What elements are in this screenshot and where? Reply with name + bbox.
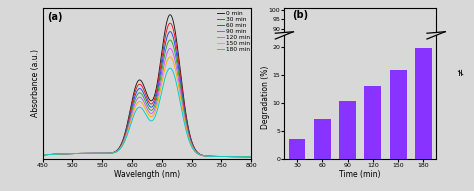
Bar [314,119,331,159]
Legend: 0 min, 30 min, 60 min, 90 min, 120 min, 150 min, 180 min: 0 min, 30 min, 60 min, 90 min, 120 min, … [217,11,250,53]
90 min [61,153,67,155]
180 min [248,156,254,158]
Bar [339,101,356,159]
Text: (a): (a) [47,12,63,22]
180 min [167,67,173,69]
90 min [203,155,209,157]
150 min [40,154,46,156]
150 min [248,156,254,158]
0 min [132,89,137,91]
180 min [206,155,212,157]
X-axis label: Wavelength (nm): Wavelength (nm) [114,171,180,180]
Y-axis label: Degradation (%): Degradation (%) [261,65,270,129]
0 min [40,154,46,156]
150 min [167,56,173,58]
60 min [40,154,46,156]
90 min [40,154,46,156]
30 min [167,22,173,24]
150 min [61,153,67,155]
Bar [415,48,432,159]
0 min [206,155,212,157]
60 min [183,119,189,121]
60 min [132,96,137,99]
90 min [132,100,137,102]
30 min [248,156,254,158]
X-axis label: Time (min): Time (min) [339,171,381,180]
30 min [124,126,130,128]
120 min [132,104,137,106]
Line: 120 min: 120 min [43,49,251,157]
Line: 90 min: 90 min [43,40,251,157]
150 min [132,108,137,110]
180 min [40,154,46,156]
150 min [124,132,130,135]
0 min [248,156,254,158]
60 min [61,153,67,155]
180 min [124,134,130,137]
120 min [40,154,46,156]
150 min [203,155,209,157]
Bar [365,86,381,159]
Line: 150 min: 150 min [43,57,251,157]
Y-axis label: Absorbance (a.u.): Absorbance (a.u.) [31,49,40,117]
180 min [61,153,67,155]
0 min [124,124,130,126]
90 min [167,39,173,41]
120 min [206,155,212,157]
30 min [206,155,212,157]
90 min [124,129,130,131]
0 min [61,153,67,155]
60 min [167,31,173,33]
Bar [289,139,305,159]
90 min [183,121,189,123]
Line: 0 min: 0 min [43,15,251,157]
30 min [40,154,46,156]
Line: 180 min: 180 min [43,68,251,157]
120 min [124,131,130,133]
30 min [132,93,137,95]
60 min [206,155,212,157]
30 min [183,116,189,118]
0 min [183,114,189,116]
60 min [124,127,130,130]
90 min [206,155,212,157]
Text: (b): (b) [292,10,308,20]
150 min [206,155,212,157]
90 min [248,156,254,158]
120 min [203,155,209,157]
120 min [183,124,189,126]
0 min [167,14,173,16]
30 min [61,153,67,155]
180 min [203,155,209,157]
Bar [390,70,407,159]
Line: 30 min: 30 min [43,23,251,157]
60 min [203,155,209,157]
0 min [203,155,209,157]
60 min [248,156,254,158]
180 min [183,129,189,132]
Text: $\neq$: $\neq$ [457,67,467,78]
180 min [132,112,137,115]
Line: 60 min: 60 min [43,32,251,157]
30 min [203,155,209,157]
120 min [167,47,173,50]
150 min [183,126,189,128]
120 min [61,153,67,155]
120 min [248,156,254,158]
